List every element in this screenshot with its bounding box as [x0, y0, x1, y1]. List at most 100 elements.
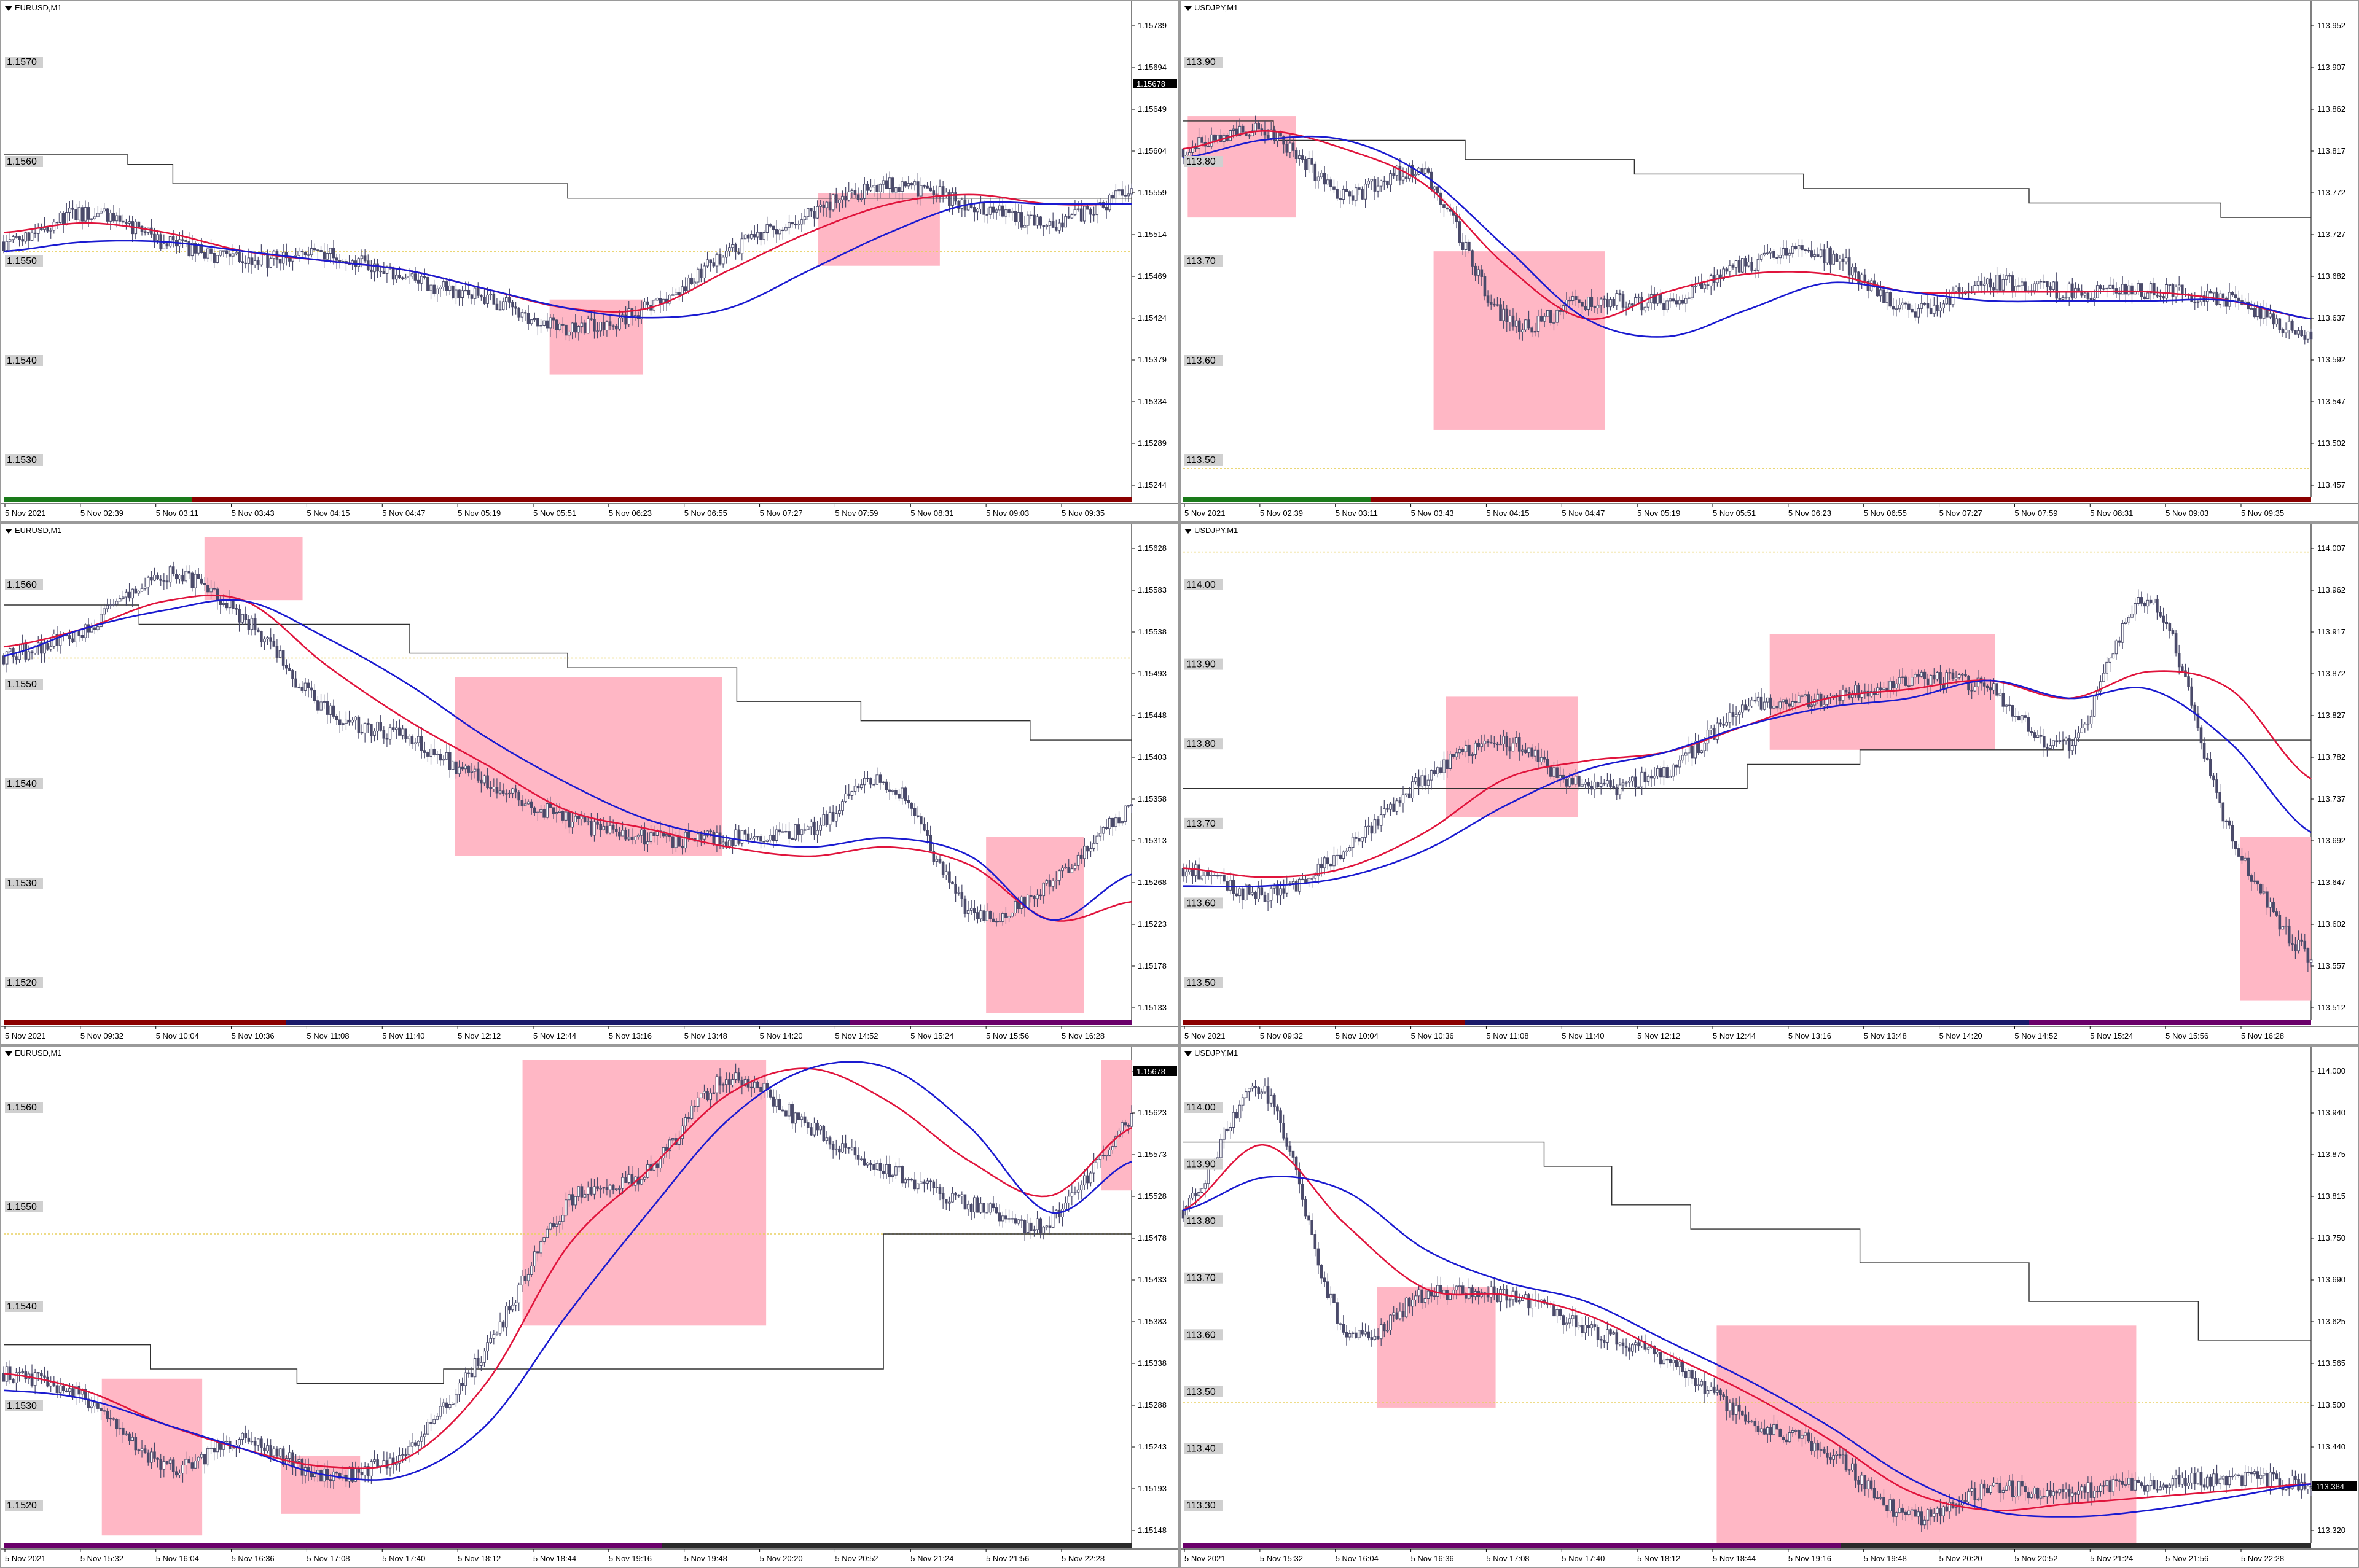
candle: [213, 246, 216, 268]
candle-body: [712, 262, 716, 267]
price-chart-svg[interactable]: 1.156281.155831.155381.154931.154481.154…: [1, 524, 1178, 1044]
collapse-triangle-icon[interactable]: [1184, 528, 1192, 534]
price-chart-svg[interactable]: 1.157391.156941.156491.156041.155591.155…: [1, 1, 1178, 521]
price-chart-svg[interactable]: 113.952113.907113.862113.817113.772113.7…: [1181, 1, 2358, 521]
candle-body: [1313, 163, 1317, 181]
candle-body: [1684, 298, 1688, 304]
highlight-zone-2: [986, 837, 1084, 1013]
chart-panel-usdjpy-mid[interactable]: 114.007 113.962 113.917 113.872 113.827 113.7…: [1180, 523, 2359, 1045]
candle: [1530, 325, 1533, 337]
candle: [458, 760, 461, 777]
candle: [2111, 278, 2115, 295]
session-time-bar: [2217, 497, 2311, 502]
candle: [514, 784, 517, 799]
time-tick-label: 5 Nov 08:31: [2090, 509, 2133, 518]
candle: [1709, 725, 1713, 735]
session-time-bar: [1183, 497, 1277, 502]
candle: [1011, 912, 1014, 918]
time-tick-label: 5 Nov 14:20: [760, 1031, 803, 1040]
collapse-triangle-icon[interactable]: [5, 528, 12, 534]
candle: [558, 322, 561, 332]
candle-body: [1835, 254, 1839, 262]
collapse-triangle-icon[interactable]: [5, 6, 12, 11]
candle: [388, 263, 392, 270]
candle: [269, 256, 273, 268]
price-tick-label: 113.862: [2317, 104, 2345, 114]
candle: [125, 1430, 128, 1436]
candle-body: [1703, 284, 1707, 289]
candle-body: [140, 1448, 144, 1451]
candle: [1194, 860, 1197, 883]
candle: [442, 278, 445, 291]
chart-panel-eurusd-mid[interactable]: 1.15628 1.15583 1.15538 1.15493 1.15448 1.154…: [0, 523, 1180, 1045]
candle-body: [985, 214, 989, 216]
candle: [1354, 184, 1358, 207]
candle-body: [2014, 286, 2017, 292]
candle: [1725, 267, 1729, 275]
candle-body: [1030, 214, 1033, 216]
candle-body: [1181, 148, 1185, 158]
candle: [1646, 293, 1650, 311]
chart-panel-eurusd-bot[interactable]: 1.156681.156231.155731.155281.154781.154…: [0, 1045, 1180, 1568]
price-chart-svg[interactable]: 114.007113.962113.917113.872113.827113.7…: [1181, 524, 2358, 1044]
chart-panel-eurusd-top[interactable]: 1.15739 1.15694 1.15649 1.15604 1.15559 1.155…: [0, 0, 1180, 523]
candle-body: [1665, 300, 1669, 310]
candle: [492, 778, 496, 792]
candle-body: [2196, 713, 2200, 728]
price-chart-svg[interactable]: 1.156681.156231.155731.155281.154781.154…: [1, 1047, 1178, 1567]
candle: [2042, 728, 2046, 757]
candle: [1017, 203, 1020, 229]
candle: [1082, 838, 1086, 868]
candle-body: [1675, 764, 1678, 768]
candle-body: [1361, 189, 1364, 200]
candle-body: [1998, 693, 2001, 696]
candle-body: [546, 803, 549, 818]
candle: [1552, 313, 1555, 331]
candle: [784, 224, 788, 233]
candle: [467, 765, 471, 777]
candle: [696, 267, 700, 288]
candle: [77, 1382, 81, 1403]
candle-body: [2124, 284, 2127, 295]
candle: [1675, 293, 1678, 308]
candle-body: [743, 830, 747, 835]
candle: [1269, 886, 1273, 908]
candle: [1045, 879, 1049, 887]
candle: [2162, 607, 2165, 631]
candle-body: [489, 787, 493, 789]
candle-body: [2092, 297, 2096, 300]
candle-body: [288, 257, 291, 262]
candle-body: [1489, 302, 1493, 305]
candle-body: [1923, 303, 1927, 305]
candle-body: [1932, 674, 1936, 680]
candle-body: [1681, 300, 1684, 304]
candle: [1336, 181, 1339, 201]
candle: [850, 188, 854, 198]
collapse-triangle-icon[interactable]: [1184, 6, 1192, 11]
candle-body: [2156, 598, 2159, 613]
candle-body: [1079, 208, 1083, 222]
candle-body: [618, 831, 621, 837]
candle-body: [228, 253, 232, 257]
chart-panel-usdjpy-top[interactable]: 113.952 113.907 113.862 113.817 113.772 113.7…: [1180, 0, 2359, 523]
candle: [316, 249, 319, 260]
candle-body: [106, 1410, 109, 1419]
candle-body: [134, 1437, 138, 1451]
candle-body: [2127, 285, 2130, 295]
candle: [1389, 170, 1392, 193]
candle: [1543, 750, 1546, 763]
candle-body: [2130, 285, 2134, 295]
candle-body: [1643, 306, 1647, 311]
candle-body: [244, 614, 248, 620]
candle-body: [1420, 775, 1423, 787]
price-tick-label: 1.15739: [1138, 21, 1167, 30]
candle: [593, 818, 596, 842]
candle-body: [1433, 186, 1436, 190]
candle: [972, 900, 976, 921]
candle: [1229, 129, 1232, 141]
candle-body: [1546, 310, 1549, 317]
price-tick-label: 1.15493: [1138, 669, 1167, 678]
candle: [1310, 150, 1313, 173]
candle: [1248, 133, 1251, 139]
candle-body: [1004, 209, 1007, 217]
